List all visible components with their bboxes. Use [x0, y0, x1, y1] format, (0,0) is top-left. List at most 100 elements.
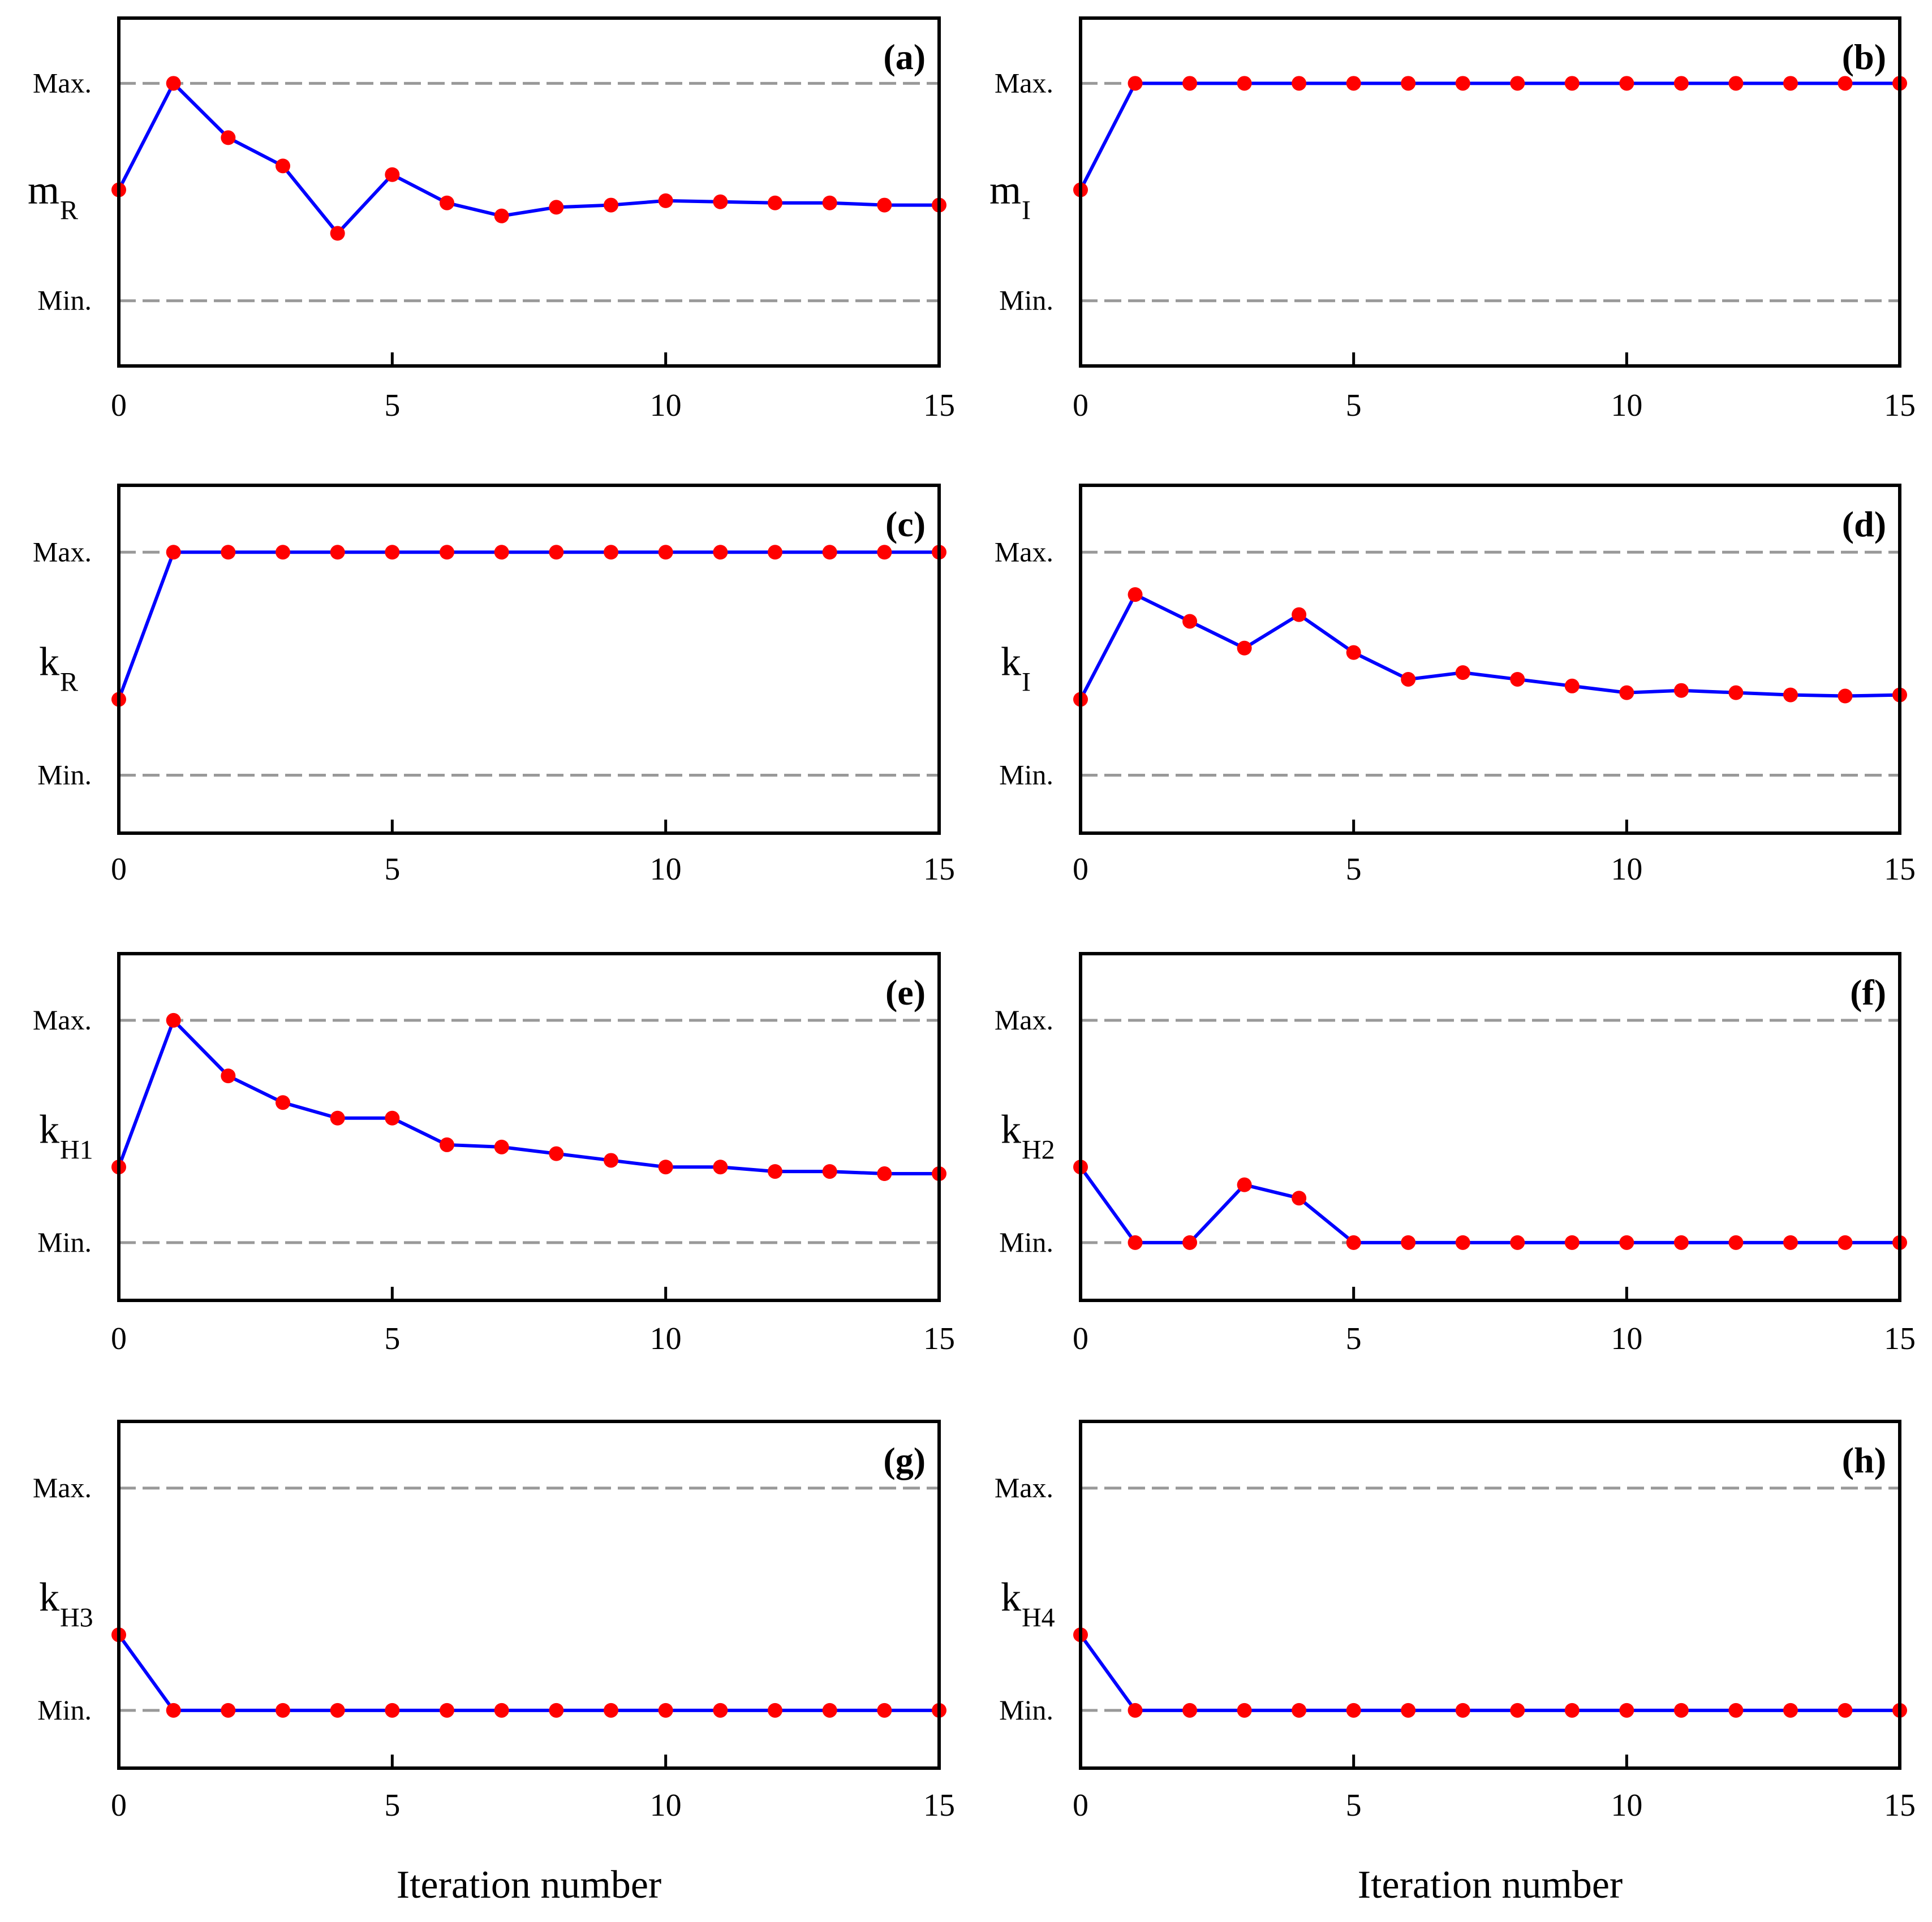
data-point-f-10 — [1619, 1235, 1634, 1250]
ylabel-f: k H2 — [1001, 1106, 1055, 1165]
data-point-e-3 — [276, 1095, 290, 1110]
data-point-f-12 — [1728, 1235, 1744, 1250]
data-point-d-12 — [1728, 685, 1744, 700]
panel-a: Max. Min. m R 0 5 10 15 (a) — [28, 16, 955, 423]
ylabel-symbol: m — [28, 167, 59, 213]
ylabel-subscript: H1 — [60, 1135, 93, 1165]
data-point-b-14 — [1838, 76, 1853, 91]
data-point-c-12 — [768, 545, 782, 560]
x-tick-label: 15 — [923, 1788, 955, 1823]
data-point-f-3 — [1237, 1177, 1252, 1192]
data-point-g-12 — [768, 1703, 782, 1718]
x-tick-label: 0 — [111, 1321, 127, 1356]
data-point-a-3 — [276, 158, 290, 174]
series-line-g — [117, 1634, 939, 1712]
data-point-f-11 — [1673, 1235, 1689, 1250]
data-point-b-1 — [1128, 76, 1143, 91]
data-point-d-14 — [1838, 688, 1853, 704]
x-tick-label: 10 — [650, 388, 682, 423]
panel-label-c: (c) — [885, 504, 926, 544]
series-line-d — [1079, 593, 1900, 700]
plot-frame-h — [1079, 1420, 1901, 1770]
ylabel-symbol: k — [1001, 639, 1021, 684]
data-point-c-8 — [549, 545, 564, 560]
data-point-d-5 — [1346, 645, 1361, 660]
data-point-d-13 — [1783, 687, 1798, 703]
x-tick-label: 10 — [1611, 388, 1642, 423]
panel-label-a: (a) — [883, 37, 926, 77]
ylabel-symbol: k — [1001, 1106, 1021, 1152]
data-point-a-7 — [494, 208, 509, 223]
x-tick-label: 10 — [650, 1788, 682, 1823]
data-point-a-5 — [385, 167, 400, 182]
data-point-g-14 — [877, 1703, 892, 1718]
data-point-g-1 — [166, 1703, 181, 1718]
ylabel-symbol: k — [1001, 1574, 1021, 1619]
data-point-h-11 — [1673, 1703, 1689, 1718]
data-point-f-7 — [1455, 1235, 1470, 1250]
x-tick-label: 0 — [1073, 852, 1088, 887]
data-point-h-10 — [1619, 1703, 1634, 1718]
data-point-d-7 — [1455, 665, 1470, 680]
data-point-e-9 — [604, 1153, 618, 1168]
data-point-e-5 — [385, 1110, 400, 1126]
data-point-h-2 — [1182, 1703, 1198, 1718]
data-point-e-10 — [658, 1160, 673, 1175]
data-point-c-4 — [330, 545, 345, 560]
data-point-g-4 — [330, 1703, 345, 1718]
ymax-label: Max. — [33, 536, 92, 567]
data-point-b-3 — [1237, 76, 1252, 91]
data-point-a-13 — [822, 195, 837, 210]
x-tick-label: 15 — [923, 1321, 955, 1356]
data-point-g-9 — [604, 1703, 618, 1718]
data-point-c-7 — [494, 545, 509, 560]
data-point-e-14 — [877, 1166, 892, 1182]
x-tick-label: 5 — [1346, 1788, 1362, 1823]
x-tick-label: 10 — [1611, 1321, 1642, 1356]
x-tick-label: 10 — [650, 852, 682, 887]
ymax-label: Max. — [995, 67, 1053, 98]
data-point-h-14 — [1838, 1703, 1853, 1718]
data-point-h-5 — [1346, 1703, 1361, 1718]
ymin-label: Min. — [999, 1694, 1053, 1726]
data-point-c-13 — [822, 545, 837, 560]
data-point-b-10 — [1619, 76, 1634, 91]
data-point-a-4 — [330, 226, 345, 241]
data-point-b-13 — [1783, 76, 1798, 91]
data-point-f-13 — [1783, 1235, 1798, 1250]
data-point-f-9 — [1564, 1235, 1580, 1250]
data-point-d-2 — [1182, 614, 1198, 629]
panel-label-e: (e) — [885, 972, 926, 1012]
x-tick-label: 0 — [1073, 1788, 1088, 1823]
data-point-d-9 — [1564, 678, 1580, 693]
data-point-e-2 — [221, 1068, 236, 1084]
x-tick-label: 10 — [1611, 1788, 1642, 1823]
x-tick-label: 5 — [384, 1788, 400, 1823]
ylabel-subscript: I — [1022, 667, 1031, 697]
data-point-d-8 — [1510, 671, 1525, 687]
x-tick-label: 0 — [1073, 388, 1088, 423]
data-point-c-10 — [658, 545, 673, 560]
ymin-label: Min. — [999, 285, 1053, 316]
data-point-f-8 — [1510, 1235, 1525, 1250]
data-point-d-1 — [1128, 587, 1143, 602]
data-point-c-2 — [221, 545, 236, 560]
data-point-c-9 — [604, 545, 618, 560]
data-point-b-4 — [1292, 76, 1307, 91]
panel-h: Max. Min. k H4 0 5 10 15 (h) Iteration number — [995, 1420, 1916, 1907]
x-tick-label: 5 — [384, 852, 400, 887]
ylabel-subscript: R — [60, 667, 78, 697]
plot-frame-f — [1079, 952, 1901, 1302]
data-point-f-6 — [1401, 1235, 1416, 1250]
data-point-h-7 — [1455, 1703, 1470, 1718]
x-tick-label: 0 — [111, 388, 127, 423]
data-point-h-4 — [1292, 1703, 1307, 1718]
x-tick-label: 0 — [1073, 1321, 1088, 1356]
data-point-e-8 — [549, 1146, 564, 1161]
series-line-a — [117, 81, 939, 235]
data-point-d-10 — [1619, 685, 1634, 700]
ymax-label: Max. — [33, 1472, 92, 1503]
panel-c: Max. Min. k R 0 5 10 15 (c) — [33, 484, 955, 887]
data-point-f-14 — [1838, 1235, 1853, 1250]
